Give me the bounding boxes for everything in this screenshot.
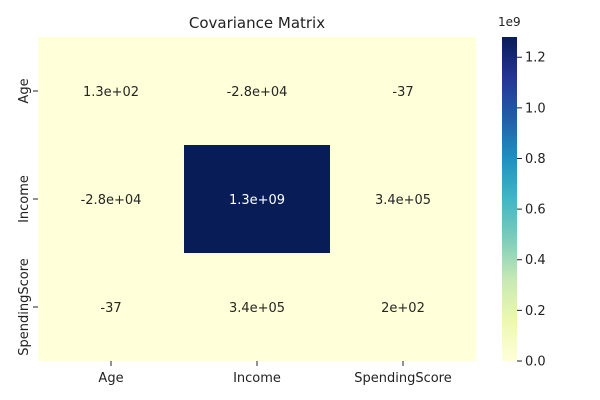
cell-annotations: 1.3e+02 -2.8e+04 -37 -2.8e+04 1.3e+09 3.4e+05… bbox=[81, 85, 431, 316]
heatmap-cells bbox=[38, 37, 476, 361]
cell-annotation: -2.8e+04 bbox=[81, 193, 142, 208]
colorbar-tick-label: 0.2 bbox=[525, 304, 546, 319]
y-tick-label: SpendingScore bbox=[17, 258, 32, 356]
y-tick-label: Income bbox=[17, 175, 32, 223]
cell-annotation: 1.3e+09 bbox=[229, 193, 285, 208]
y-axis: Age Income SpendingScore bbox=[17, 78, 38, 356]
colorbar-tick-label: 1.2 bbox=[525, 51, 546, 66]
cell-annotation: -37 bbox=[392, 85, 413, 100]
heatmap-cell bbox=[184, 37, 330, 145]
y-tick-label: Age bbox=[17, 78, 32, 103]
cell-annotation: -37 bbox=[100, 301, 121, 316]
chart-title: Covariance Matrix bbox=[189, 14, 325, 32]
colorbar-ticks: 0.0 0.2 0.4 0.6 0.8 1.0 1.2 bbox=[517, 51, 546, 369]
cell-annotation: 3.4e+05 bbox=[375, 193, 431, 208]
heatmap-cell bbox=[330, 145, 476, 253]
x-tick-label: Income bbox=[233, 371, 281, 386]
heatmap-cell bbox=[38, 37, 184, 145]
cell-annotation: 2e+02 bbox=[381, 301, 425, 316]
heatmap-cell bbox=[184, 145, 330, 253]
colorbar-gradient bbox=[502, 37, 517, 361]
cell-annotation: 1.3e+02 bbox=[83, 85, 139, 100]
x-tick-label: SpendingScore bbox=[354, 371, 452, 386]
colorbar-tick-label: 0.4 bbox=[525, 253, 546, 268]
cell-annotation: 3.4e+05 bbox=[229, 301, 285, 316]
colorbar-tick-label: 0.0 bbox=[525, 354, 546, 369]
heatmap-cell bbox=[330, 253, 476, 361]
colorbar-tick-label: 0.8 bbox=[525, 152, 546, 167]
colorbar-multiplier: 1e9 bbox=[498, 15, 521, 29]
x-tick-label: Age bbox=[98, 371, 123, 386]
colorbar-tick-label: 1.0 bbox=[525, 101, 546, 116]
heatmap-cell bbox=[38, 253, 184, 361]
heatmap-cell bbox=[38, 145, 184, 253]
colorbar: 1e9 0.0 0.2 0.4 0.6 0.8 1.0 1.2 bbox=[498, 15, 546, 369]
heatmap-cell bbox=[330, 37, 476, 145]
x-axis: Age Income SpendingScore bbox=[98, 361, 452, 386]
colorbar-tick-label: 0.6 bbox=[525, 203, 546, 218]
cell-annotation: -2.8e+04 bbox=[227, 85, 288, 100]
heatmap-cell bbox=[184, 253, 330, 361]
